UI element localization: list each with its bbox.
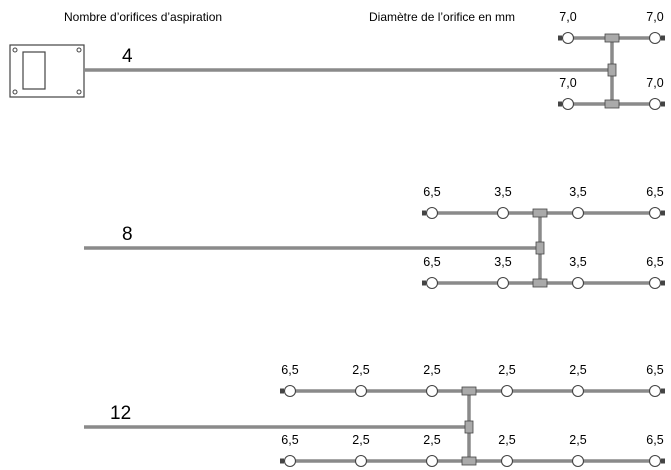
sampling-hole-icon (648, 97, 662, 111)
config-4: 4 7,0 7,0 7,0 7,0 (84, 10, 665, 111)
hole-diameter-label: 6,5 (646, 255, 663, 269)
hole-diameter-label: 2,5 (352, 363, 369, 377)
end-cap-icon (661, 458, 665, 464)
hole-diameter-label: 6,5 (646, 433, 663, 447)
hole-diameter-label: 7,0 (559, 10, 576, 24)
branch-row-2: 6,5 2,5 2,5 2,5 2,5 6,5 (280, 433, 665, 468)
hole-diameter-label: 2,5 (569, 433, 586, 447)
sampling-hole-icon (571, 206, 585, 220)
end-cap-icon (280, 458, 284, 464)
hole-diameter-label: 3,5 (494, 255, 511, 269)
sampling-hole-icon (500, 384, 514, 398)
sampling-hole-icon (425, 384, 439, 398)
hole-diameter-label: 3,5 (494, 185, 511, 199)
tee-fitting-icon (461, 456, 477, 466)
branch-row-1: 7,0 7,0 (558, 10, 665, 45)
tee-fitting-icon (532, 208, 548, 218)
sampling-hole-icon (425, 276, 439, 290)
hole-diameter-label: 7,0 (646, 10, 663, 24)
end-cap-icon (661, 101, 665, 107)
end-cap-icon (558, 35, 562, 41)
sampling-hole-icon (561, 31, 575, 45)
branch-row-1: 6,5 2,5 2,5 2,5 2,5 6,5 (280, 363, 665, 398)
sampling-hole-icon (500, 454, 514, 468)
branch-row-2: 7,0 7,0 (558, 76, 665, 111)
sampling-hole-icon (648, 384, 662, 398)
sampling-hole-icon (354, 454, 368, 468)
hole-diameter-header: Diamètre de l’orifice en mm (369, 10, 515, 24)
hole-diameter-label: 6,5 (423, 185, 440, 199)
end-cap-icon (558, 101, 562, 107)
hole-diameter-label: 2,5 (423, 363, 440, 377)
end-cap-icon (661, 388, 665, 394)
sampling-hole-icon (354, 384, 368, 398)
sampling-hole-icon (571, 454, 585, 468)
end-cap-icon (661, 35, 665, 41)
sampling-hole-icon (561, 97, 575, 111)
hole-diameter-label: 2,5 (569, 363, 586, 377)
hole-diameter-label: 2,5 (498, 363, 515, 377)
sampling-hole-icon (496, 206, 510, 220)
tee-fitting-icon (604, 99, 620, 109)
hole-diameter-label: 2,5 (423, 433, 440, 447)
hole-diameter-label: 2,5 (498, 433, 515, 447)
pipe-configurations: 47,0 7,07,0 7,086,5 3,5 3,5 6,56,5 3,5 3,5 6,512… (84, 10, 665, 468)
hole-diameter-label: 7,0 (559, 76, 576, 90)
end-cap-icon (661, 280, 665, 286)
sampling-hole-icon (648, 454, 662, 468)
sampling-hole-icon (648, 206, 662, 220)
tee-fitting-icon (607, 63, 617, 77)
sampling-hole-icon (648, 276, 662, 290)
tee-fitting-icon (532, 278, 548, 288)
branch-row-2: 6,5 3,5 3,5 6,5 (422, 255, 665, 290)
end-cap-icon (422, 280, 426, 286)
hole-diameter-label: 2,5 (352, 433, 369, 447)
hole-diameter-label: 7,0 (646, 76, 663, 90)
detector-unit-icon (9, 44, 85, 98)
hole-count-label: 4 (122, 46, 133, 67)
hole-count-label: 8 (122, 224, 133, 245)
sampling-hole-icon (496, 276, 510, 290)
end-cap-icon (422, 210, 426, 216)
tee-fitting-icon (464, 420, 474, 434)
tee-fitting-icon (535, 241, 545, 255)
config-12: 12 6,5 2,5 2,5 2,5 2,5 6,5 6,5 2,5 2,5 2,5 2,5 6,5 (84, 363, 665, 468)
sampling-hole-icon (571, 384, 585, 398)
end-cap-icon (661, 210, 665, 216)
tee-fitting-icon (604, 33, 620, 43)
hole-diameter-label: 3,5 (569, 185, 586, 199)
hole-diameter-label: 6,5 (423, 255, 440, 269)
sampling-hole-icon (283, 384, 297, 398)
sampling-hole-icon (425, 454, 439, 468)
sampling-hole-icon (283, 454, 297, 468)
sampling-hole-icon (648, 31, 662, 45)
hole-count-label: 12 (110, 403, 131, 424)
hole-diameter-label: 3,5 (569, 255, 586, 269)
hole-diameter-label: 6,5 (281, 363, 298, 377)
tee-fitting-icon (461, 386, 477, 396)
end-cap-icon (280, 388, 284, 394)
sampling-hole-icon (425, 206, 439, 220)
hole-diameter-label: 6,5 (646, 185, 663, 199)
branch-row-1: 6,5 3,5 3,5 6,5 (422, 185, 665, 220)
config-8: 8 6,5 3,5 3,5 6,5 6,5 3,5 3,5 6,5 (84, 185, 665, 290)
sampling-hole-icon (571, 276, 585, 290)
hole-diameter-label: 6,5 (646, 363, 663, 377)
hole-diameter-label: 6,5 (281, 433, 298, 447)
hole-count-header: Nombre d’orifices d’aspiration (64, 10, 222, 24)
